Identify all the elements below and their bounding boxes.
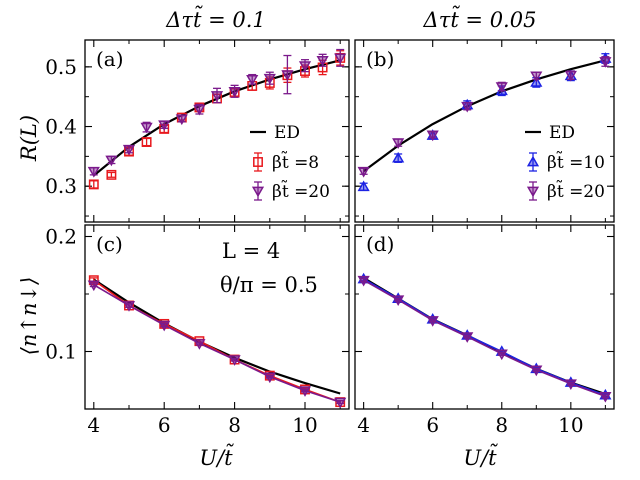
data-point [298, 61, 312, 72]
annotation-system-size: L = 4 [222, 239, 280, 263]
x-tick-label: 4 [87, 413, 100, 437]
column-title-left: Δτt̃ = 0.1 [165, 5, 266, 32]
data-point [122, 301, 136, 312]
x-tick-label: 10 [558, 413, 583, 437]
legend-marker [526, 155, 540, 167]
x-tick-label: 4 [357, 413, 370, 437]
data-point [106, 169, 117, 180]
data-point [495, 82, 508, 93]
data-point [141, 137, 152, 147]
panel-d: 4 6 8 10 (d) [354, 224, 615, 437]
data-point [334, 53, 347, 65]
data-point [228, 355, 241, 366]
data-point [599, 392, 612, 403]
data-point [392, 295, 405, 307]
data-point [263, 372, 276, 384]
data-point [426, 316, 439, 327]
data-point [193, 104, 206, 116]
data-point [530, 365, 543, 377]
legend: ED βt̃ =8 βt̃ =20 [250, 123, 330, 202]
data-point [357, 166, 370, 178]
data-point [334, 397, 347, 409]
data-point [158, 320, 171, 332]
data-point [210, 91, 224, 102]
data-point [246, 75, 259, 86]
series-line [93, 279, 341, 403]
legend: ED βt̃ =10 βt̃ =20 [525, 123, 605, 202]
x-tick-label: 8 [495, 413, 508, 437]
data-point [599, 57, 612, 68]
panel-a: 0.3 0.4 0.5 (a) ED βt̃ =8 βt̃ =20 [45, 39, 350, 223]
data-point [357, 275, 370, 287]
legend-ed-label: ED [549, 123, 575, 143]
panel-c: 4 6 8 10 0.1 0.2 (c) [45, 224, 350, 437]
data-point [87, 280, 100, 292]
series-triangle-down [357, 56, 612, 178]
data-point [87, 166, 100, 178]
data-point [461, 101, 474, 113]
x-axis-label-left: U/t̃ [199, 443, 234, 470]
panel-label: (d) [366, 232, 394, 256]
data-point [298, 386, 312, 397]
series-line [363, 278, 606, 396]
data-point [530, 71, 543, 83]
panel-label: (b) [366, 47, 394, 71]
data-point [281, 70, 294, 81]
panel-frame [84, 224, 350, 410]
legend-marker [251, 186, 265, 198]
data-point [495, 349, 508, 361]
y-tick-label: 0.2 [45, 225, 77, 249]
data-point [140, 122, 153, 134]
data-point [564, 70, 577, 82]
data-point [88, 179, 99, 190]
legend-series-label: βt̃ =10 [547, 151, 605, 173]
legend-series-label: βt̃ =20 [547, 180, 605, 202]
data-point [316, 55, 329, 67]
data-point [392, 151, 405, 163]
panel-frame [354, 224, 615, 410]
data-point [175, 114, 188, 126]
panel-b: (b) ED βt̃ =10 βt̃ =20 [354, 39, 615, 223]
data-point [158, 120, 171, 132]
data-point [193, 339, 206, 350]
y-tick-label: 0.5 [45, 55, 77, 79]
panel-label: (c) [96, 232, 123, 256]
series-triangle-down [357, 275, 612, 403]
data-point [392, 138, 405, 149]
annotation-theta: θ/π = 0.5 [220, 273, 318, 297]
legend-series-label: βt̃ =8 [272, 151, 319, 173]
series-triangle-down [87, 280, 347, 409]
data-point [263, 73, 276, 85]
legend-marker [253, 157, 263, 167]
y-tick-label: 0.3 [45, 174, 77, 198]
y-axis-label-top: R(L) [17, 115, 41, 162]
x-tick-label: 6 [158, 413, 171, 437]
x-tick-label: 10 [292, 413, 317, 437]
series-line [363, 279, 606, 398]
panel-label: (a) [96, 47, 124, 71]
data-point [122, 144, 136, 156]
data-point [461, 332, 474, 343]
legend-marker [526, 186, 540, 198]
panel-frame [84, 39, 350, 223]
y-tick-label: 0.4 [45, 115, 77, 139]
x-tick-label: 8 [228, 413, 241, 437]
series-line [93, 284, 341, 403]
data-point [564, 379, 577, 391]
legend-ed-label: ED [274, 123, 300, 143]
y-axis-label-bottom: ⟨n↑n↓⟩ [17, 277, 41, 356]
data-point [105, 155, 118, 167]
data-point [357, 180, 370, 192]
data-point [426, 130, 439, 142]
column-title-right: Δτt̃ = 0.05 [423, 5, 537, 32]
panel-frame [354, 39, 615, 223]
x-tick-label: 6 [426, 413, 439, 437]
data-point [228, 86, 241, 98]
plot-area: 0.3 0.4 0.5 (a) ED βt̃ =8 βt̃ =20 (b) ED βt̃ =10 β… [45, 39, 615, 437]
legend-series-label: βt̃ =20 [272, 180, 330, 202]
series-triangle-down [87, 48, 347, 178]
y-tick-label: 0.1 [45, 340, 77, 364]
x-axis-label-right: U/t̃ [463, 443, 498, 470]
